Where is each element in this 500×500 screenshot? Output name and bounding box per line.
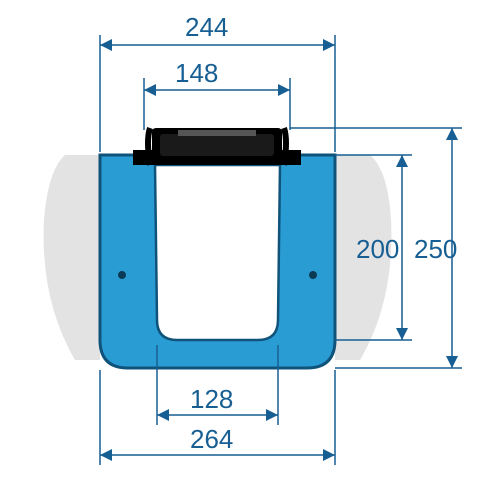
dim-top-inner: 148	[144, 58, 290, 130]
dim-bottom-inner-label: 128	[190, 384, 233, 414]
channel-void	[155, 165, 280, 340]
dim-right-outer-label: 250	[414, 234, 457, 264]
bolt-hole-left	[118, 271, 126, 279]
backfill-left	[44, 155, 100, 360]
dim-right-inner-label: 200	[356, 234, 399, 264]
dim-bottom-outer-label: 264	[190, 424, 233, 454]
dim-top-outer-label: 244	[185, 12, 228, 42]
bolt-hole-right	[309, 271, 317, 279]
grate-frame	[133, 128, 301, 165]
dim-top-inner-label: 148	[175, 58, 218, 88]
